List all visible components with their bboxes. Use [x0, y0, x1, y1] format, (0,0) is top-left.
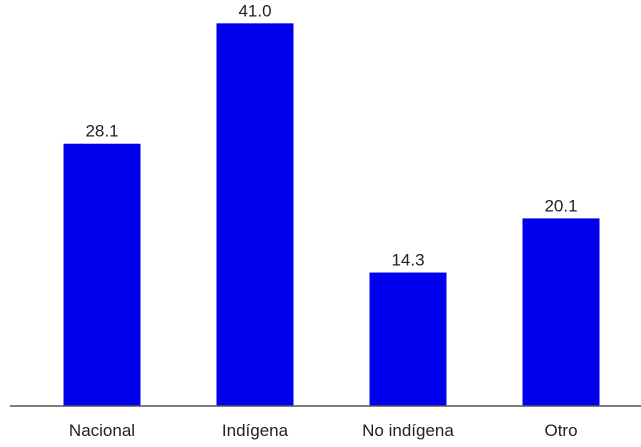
value-label-otro: 20.1 — [544, 196, 577, 215]
x-tick-label-otro: Otro — [544, 421, 577, 440]
bar-otro — [522, 218, 600, 406]
x-tick-label-no-indigena: No indígena — [362, 421, 454, 440]
bar-indigena — [216, 23, 294, 406]
bar-no-indigena — [369, 272, 447, 406]
value-label-indigena: 41.0 — [238, 1, 271, 20]
value-label-nacional: 28.1 — [85, 122, 118, 141]
bar-nacional — [63, 143, 141, 406]
value-labels-group: 28.1 41.0 14.3 20.1 — [85, 1, 577, 269]
x-tick-label-indigena: Indígena — [222, 421, 289, 440]
x-tick-labels-group: Nacional Indígena No indígena Otro — [69, 421, 578, 440]
bars-group — [63, 23, 600, 406]
x-tick-label-nacional: Nacional — [69, 421, 135, 440]
value-label-no-indigena: 14.3 — [391, 251, 424, 270]
